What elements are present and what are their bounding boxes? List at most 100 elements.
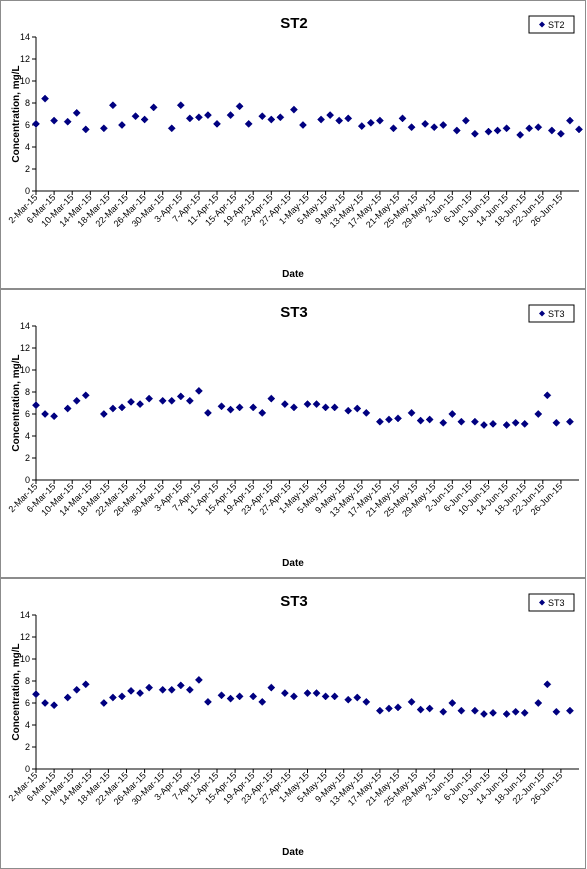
chart-2-data-point [258,697,267,706]
chart-0-data-point [131,112,140,121]
chart-1-y-tick-label: 2 [25,453,30,463]
chart-0-data-point [357,122,366,131]
chart-2-data-point [50,701,59,710]
chart-1-data-point [289,403,298,412]
chart-0-data-point [335,116,344,125]
chart-st3-lower: ST3024681012142-Mar-156-Mar-1510-Mar-151… [7,593,579,858]
chart-2-y-axis-title: Concentration, mg/L [11,643,22,740]
chart-0-data-point [235,102,244,111]
chart-0-data-point [118,121,126,129]
chart-2-data-point [543,680,552,689]
chart-0-y-tick-label: 6 [25,120,30,130]
chart-1-data-point [457,417,466,426]
chart-0-y-tick-label: 14 [20,32,30,42]
chart-1-data-point [520,419,529,428]
chart-0-data-point [194,113,203,122]
chart-panel-st3-upper: ST3 0 2 4 6 8 10 12 14 2-Mar-15 6-Mar-15 10-Mar-15 1… [0,289,586,578]
chart-0-data-point [344,114,353,123]
chart-0-data-point [99,124,108,133]
chart-1-data-point [194,386,203,395]
chart-2-data-point [439,707,448,716]
chart-1-data-point [416,416,425,425]
chart-2-data-point [203,697,212,706]
chart-0-y-tick-label: 0 [25,186,30,196]
chart-0-data-point [149,103,158,112]
chart-1-title: ST3 [280,304,308,321]
chart-1-y-axis-title: Concentration, mg/L [11,354,22,451]
chart-st2: ST2024681012142-Mar-156-Mar-1510-Mar-151… [7,15,583,280]
chart-0-title: ST2 [280,15,308,32]
chart-1-data-point [258,408,267,417]
chart-2-data-point [552,707,561,716]
chart-1-data-point [217,402,226,411]
chart-1-data-point [226,405,235,414]
chart-0-data-point [493,126,502,135]
chart-1-data-point [511,418,520,427]
chart-2-data-point [362,697,371,706]
chart-1-data-point [32,401,40,410]
chart-1-data-point [235,403,244,412]
chart-0-data-point [516,130,525,139]
chart-2-data-point [480,710,488,718]
chart-0-data-point [203,111,212,120]
chart-2-data-point [136,689,145,698]
chart-1-data-point [480,421,488,429]
chart-2-data-point [41,699,50,707]
chart-0-data-point [366,118,375,127]
chart-0-data-point [289,105,298,114]
chart-2-data-point [145,683,154,692]
chart-2-data-point [167,685,176,694]
chart-0-data-point [547,126,556,135]
chart-1-data-point [384,415,393,424]
chart-2-data-point [520,708,529,717]
chart-1-data-point [353,404,362,413]
chart-2-y-tick-label: 10 [20,654,30,664]
chart-2-data-point [81,680,90,689]
chart-0-data-point [484,127,493,136]
chart-0-legend-marker [539,21,545,28]
chart-1-data-point [167,396,176,405]
chart-0-data-point [534,123,543,132]
chart-1-data-point [330,403,339,412]
chart-1-data-point [394,414,402,423]
chart-1-y-tick-label: 12 [20,343,30,353]
chart-0-y-tick-label: 2 [25,164,30,174]
chart-2-y-tick-label: 0 [25,764,30,774]
chart-0-data-point [213,119,221,128]
chart-0-data-point [258,112,267,121]
chart-1-data-point [72,396,81,405]
chart-2-y-tick-label: 14 [20,610,30,620]
chart-1-x-axis-title: Date [282,558,304,569]
chart-2-data-point [502,710,511,718]
chart-2-data-point [303,689,312,698]
chart-2-data-point [312,689,321,698]
chart-1-data-point [407,408,416,417]
chart-2-data-point [32,690,40,699]
chart-1-data-point [63,404,72,413]
chart-2-data-point [407,697,416,706]
chart-0-data-point [81,125,90,134]
chart-0-data-point [389,124,398,133]
chart-0-y-tick-label: 4 [25,142,30,152]
chart-2-data-point [321,692,330,701]
chart-1-data-point [249,403,258,412]
chart-2-data-point [158,685,167,694]
chart-0-data-point [407,123,416,132]
chart-0-data-point [185,114,194,123]
chart-1-data-point [118,403,126,412]
chart-2-data-point [470,706,479,715]
chart-0-data-point [421,119,430,128]
chart-0-data-point [41,94,50,103]
chart-2-data-point [176,681,185,690]
chart-0-data-point [50,116,59,125]
chart-2-data-point [226,694,235,703]
chart-1-data-point [127,397,135,406]
chart-2-legend-box [528,593,575,612]
chart-1-data-point [321,403,330,412]
chart-2-title: ST3 [280,593,308,610]
chart-1-data-point [470,417,479,426]
chart-0-data-point [226,111,235,120]
chart-2-data-point [375,706,384,715]
chart-0-data-point [575,125,583,134]
chart-2-y-tick-label: 4 [25,720,30,730]
